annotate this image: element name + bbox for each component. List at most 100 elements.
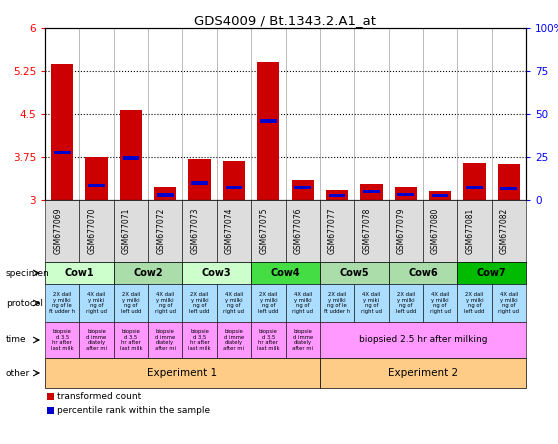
- Text: GSM677076: GSM677076: [294, 208, 302, 254]
- Text: GSM677082: GSM677082: [500, 208, 509, 254]
- Bar: [114, 284, 148, 322]
- Bar: [388, 200, 423, 262]
- Bar: [257, 63, 280, 200]
- Bar: [466, 186, 483, 189]
- Bar: [354, 200, 388, 262]
- Bar: [326, 190, 348, 200]
- Bar: [47, 393, 54, 400]
- Text: Cow3: Cow3: [202, 268, 232, 278]
- Bar: [291, 180, 314, 200]
- Text: 2X dail
y milki
ng of
left udd: 2X dail y milki ng of left udd: [189, 292, 210, 314]
- Text: Cow7: Cow7: [477, 268, 507, 278]
- Bar: [88, 184, 105, 187]
- Text: 4X dail
y milki
ng of
right ud: 4X dail y milki ng of right ud: [498, 292, 519, 314]
- Text: 2X dail
y milki
ng of le
ft udder h: 2X dail y milki ng of le ft udder h: [49, 292, 75, 314]
- Bar: [251, 262, 320, 284]
- Bar: [423, 200, 458, 262]
- Text: GSM677075: GSM677075: [259, 208, 268, 254]
- Text: GSM677079: GSM677079: [397, 208, 406, 254]
- Bar: [388, 284, 423, 322]
- Bar: [286, 284, 320, 322]
- Text: 2X dail
y milki
ng of
left udd: 2X dail y milki ng of left udd: [464, 292, 485, 314]
- Text: biopsie
d 3.5
hr after
last milk: biopsie d 3.5 hr after last milk: [188, 329, 211, 351]
- Bar: [217, 322, 251, 358]
- Bar: [114, 322, 148, 358]
- Text: biopsied 2.5 hr after milking: biopsied 2.5 hr after milking: [359, 336, 487, 345]
- Bar: [157, 193, 174, 197]
- Bar: [388, 262, 458, 284]
- Bar: [223, 161, 245, 200]
- Text: percentile rank within the sample: percentile rank within the sample: [57, 406, 210, 415]
- Bar: [85, 157, 108, 200]
- Text: biopsie
d imme
diately
after mi: biopsie d imme diately after mi: [155, 329, 176, 351]
- Text: 4X dail
y milki
ng of
right ud: 4X dail y milki ng of right ud: [292, 292, 313, 314]
- Bar: [251, 200, 286, 262]
- Bar: [79, 284, 114, 322]
- Bar: [114, 200, 148, 262]
- Text: 4X dail
y milki
ng of
right ud: 4X dail y milki ng of right ud: [155, 292, 176, 314]
- Bar: [395, 187, 417, 200]
- Text: protocol: protocol: [6, 298, 43, 308]
- Text: biopsie
d imme
diately
after mi: biopsie d imme diately after mi: [223, 329, 244, 351]
- Bar: [501, 187, 517, 190]
- Text: biopsie
d imme
diately
after mi: biopsie d imme diately after mi: [86, 329, 107, 351]
- Text: 4X dail
y milki
ng of
right ud: 4X dail y milki ng of right ud: [223, 292, 244, 314]
- Text: biopsie
d imme
diately
after mi: biopsie d imme diately after mi: [292, 329, 313, 351]
- Text: 2X dail
y milki
ng of le
ft udder h: 2X dail y milki ng of le ft udder h: [324, 292, 350, 314]
- Bar: [47, 407, 54, 414]
- Bar: [182, 322, 217, 358]
- Bar: [79, 322, 114, 358]
- Text: specimen: specimen: [6, 269, 50, 278]
- Text: GSM677070: GSM677070: [88, 208, 97, 254]
- Text: 2X dail
y milki
ng of
left udd: 2X dail y milki ng of left udd: [258, 292, 278, 314]
- Text: Cow5: Cow5: [339, 268, 369, 278]
- Text: 4X dail
y miki
ng of
right ud: 4X dail y miki ng of right ud: [86, 292, 107, 314]
- Bar: [286, 322, 320, 358]
- Text: Cow2: Cow2: [133, 268, 163, 278]
- Bar: [120, 110, 142, 200]
- Bar: [45, 200, 79, 262]
- Bar: [294, 186, 311, 189]
- Bar: [492, 200, 526, 262]
- Bar: [189, 159, 211, 200]
- Bar: [458, 262, 526, 284]
- Text: GSM677080: GSM677080: [431, 208, 440, 254]
- Text: Experiment 2: Experiment 2: [388, 368, 458, 378]
- Bar: [45, 322, 79, 358]
- Bar: [354, 284, 388, 322]
- Text: biopsie
d 3.5
hr after
last milk: biopsie d 3.5 hr after last milk: [51, 329, 74, 351]
- Bar: [423, 284, 458, 322]
- Bar: [320, 262, 388, 284]
- Bar: [251, 284, 286, 322]
- Bar: [320, 284, 354, 322]
- Text: GSM677077: GSM677077: [328, 208, 337, 254]
- Text: time: time: [6, 336, 27, 345]
- Bar: [498, 164, 520, 200]
- Bar: [79, 200, 114, 262]
- Bar: [182, 262, 251, 284]
- Bar: [320, 322, 526, 358]
- Text: Cow4: Cow4: [271, 268, 300, 278]
- Bar: [45, 358, 320, 388]
- Bar: [54, 151, 70, 154]
- Bar: [148, 322, 182, 358]
- Bar: [432, 194, 449, 197]
- Text: GSM677069: GSM677069: [53, 208, 62, 254]
- Bar: [329, 194, 345, 197]
- Bar: [225, 186, 242, 189]
- Bar: [320, 200, 354, 262]
- Text: 4X dail
y milki
ng of
right ud: 4X dail y milki ng of right ud: [430, 292, 451, 314]
- Bar: [154, 187, 176, 200]
- Bar: [217, 200, 251, 262]
- Text: GSM677073: GSM677073: [191, 208, 200, 254]
- Text: other: other: [6, 369, 30, 377]
- Bar: [286, 200, 320, 262]
- Text: GSM677081: GSM677081: [465, 208, 474, 254]
- Bar: [148, 200, 182, 262]
- Bar: [492, 284, 526, 322]
- Bar: [458, 284, 492, 322]
- Text: Cow6: Cow6: [408, 268, 437, 278]
- Text: GSM677074: GSM677074: [225, 208, 234, 254]
- Bar: [217, 284, 251, 322]
- Text: biopsie
d 3.5
hr after
last milk: biopsie d 3.5 hr after last milk: [119, 329, 142, 351]
